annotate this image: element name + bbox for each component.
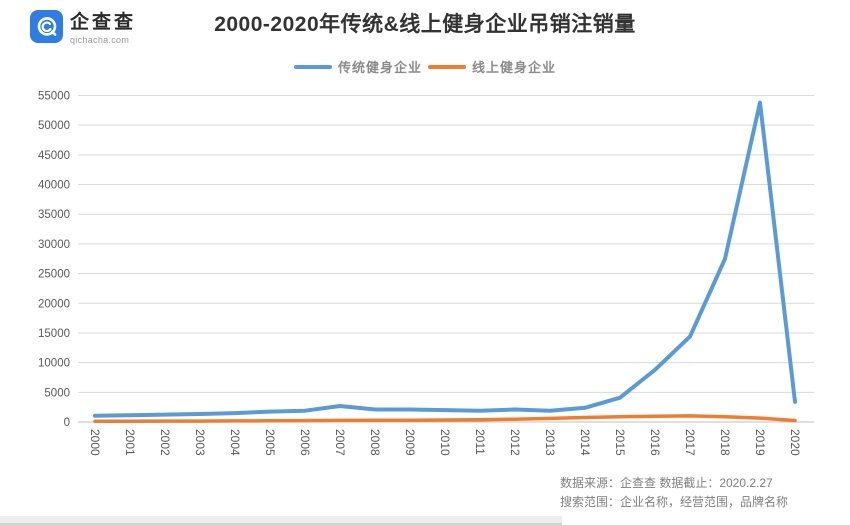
x-tick-label: 2012 [508, 429, 522, 456]
legend-label: 线上健身企业 [472, 60, 557, 75]
series-line-0 [93, 100, 797, 418]
y-tick-label: 5000 [44, 387, 70, 399]
x-tick-label: 2015 [613, 429, 627, 456]
x-tick-label: 2013 [543, 429, 557, 456]
x-tick-label: 2020 [788, 429, 802, 456]
x-tick-label: 2016 [648, 429, 662, 456]
y-tick-label: 45000 [38, 150, 70, 162]
x-tick-label: 2001 [123, 429, 137, 456]
window-edge-bar [0, 516, 562, 525]
x-tick-label: 2018 [718, 429, 732, 456]
y-tick-label: 40000 [38, 180, 70, 192]
y-tick-label: 25000 [38, 269, 70, 281]
y-tick-label: 10000 [38, 358, 70, 370]
legend-swatch [293, 64, 332, 69]
legend-item-online[interactable]: 线上健身企业 [428, 57, 556, 76]
magnifier-c-icon [37, 16, 56, 36]
x-tick-label: 2014 [578, 429, 592, 456]
qichacha-logo-icon [30, 10, 63, 43]
x-tick-label: 2008 [368, 429, 382, 456]
page-title: 2000-2020年传统&线上健身企业吊销注销量 [214, 13, 636, 36]
y-tick-label: 30000 [38, 239, 70, 251]
x-tick-label: 2009 [403, 429, 417, 456]
y-tick-label: 35000 [38, 209, 70, 221]
data-source-note: 数据来源：企查查 数据截止：2020.2.27 搜索范围：企业名称，经营范围，品… [560, 474, 845, 512]
y-tick-label: 20000 [38, 298, 70, 310]
legend-label: 传统健身企业 [337, 60, 422, 75]
legend-swatch [428, 64, 466, 69]
logo-name: 企查查 [70, 12, 137, 33]
legend-item-traditional[interactable]: 传统健身企业 [293, 57, 422, 76]
x-tick-label: 2019 [753, 429, 767, 456]
x-tick-label: 2003 [193, 429, 207, 456]
series-line-1 [93, 414, 797, 423]
source-line: 数据来源：企查查 数据截止：2020.2.27 [560, 476, 773, 490]
x-tick-label: 2002 [158, 429, 172, 456]
y-tick-label: 50000 [38, 120, 70, 132]
y-tick-label: 15000 [38, 328, 70, 340]
x-tick-label: 2007 [333, 429, 347, 456]
chart-legend: 传统健身企业 线上健身企业 [0, 57, 850, 76]
x-tick-label: 2000 [88, 429, 102, 456]
x-tick-label: 2011 [473, 429, 487, 455]
x-tick-label: 2005 [263, 429, 277, 456]
qichacha-logo[interactable]: 企查查 qichacha.com [30, 10, 136, 45]
x-tick-label: 2010 [438, 429, 452, 456]
x-tick-label: 2017 [683, 429, 697, 456]
x-tick-label: 2004 [228, 429, 242, 456]
y-tick-label: 55000 [38, 91, 70, 103]
y-tick-label: 0 [64, 417, 70, 429]
logo-domain: qichacha.com [70, 35, 130, 45]
x-tick-label: 2006 [298, 429, 312, 456]
scope-line: 搜索范围：企业名称，经营范围，品牌名称 [560, 495, 789, 509]
